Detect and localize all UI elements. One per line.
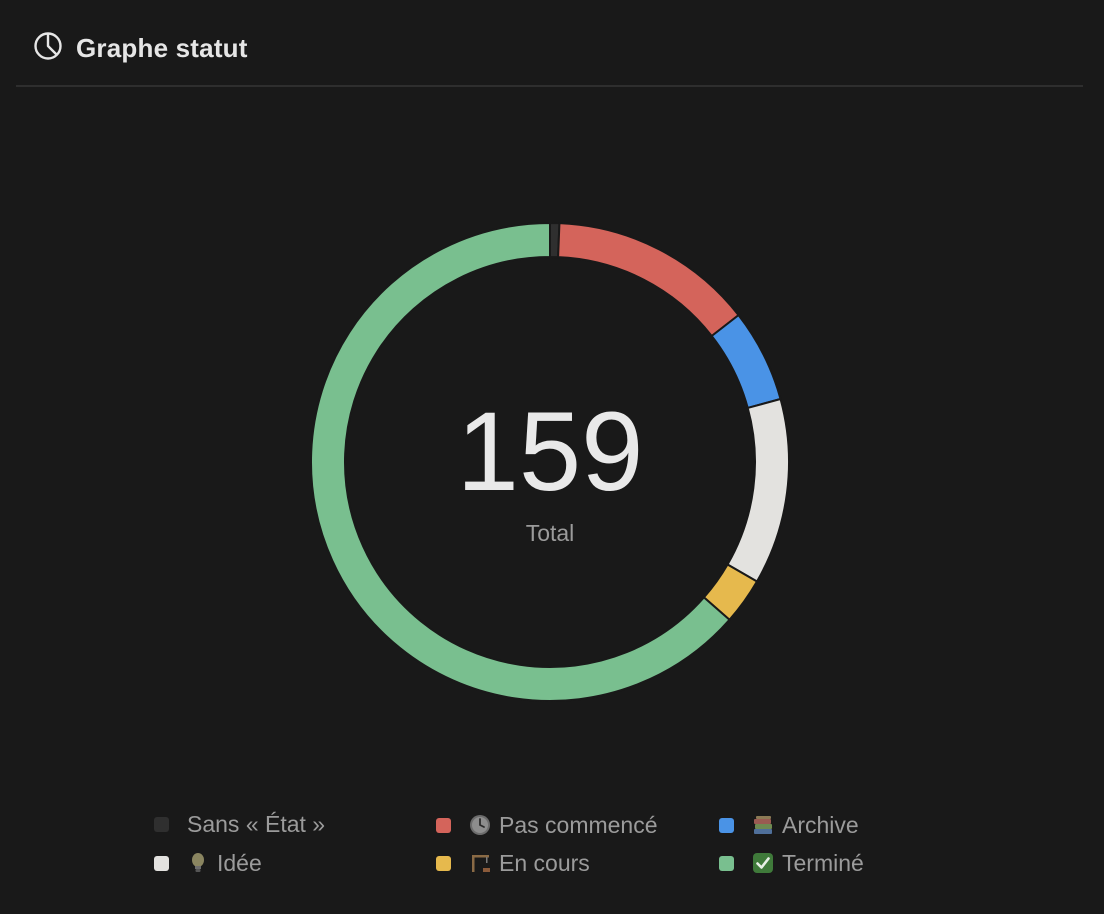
legend-item-pas-commence[interactable]: Pas commencé [436,810,658,840]
donut-slices [310,221,790,702]
donut-slice-3[interactable] [726,397,790,583]
legend-swatch [719,817,734,833]
total-value: 159 [457,389,644,514]
legend-swatch [719,855,734,871]
legend-label: Terminé [782,849,864,876]
legend-item-archive[interactable]: Archive [719,810,859,840]
legend-item-idee[interactable]: Idée [154,848,262,878]
chart-header: Graphe statut [16,0,1083,87]
donut-slice-1[interactable] [557,222,740,338]
legend-label: Sans « État » [187,810,326,837]
legend-item-termine[interactable]: Terminé [719,848,864,878]
legend-swatch [436,817,451,833]
donut-slice-5[interactable] [310,221,731,702]
pie-chart-icon [34,32,62,60]
legend-item-en-cours[interactable]: En cours [436,848,590,878]
legend-label: En cours [499,849,590,876]
clock-icon [470,815,490,835]
legend-swatch [154,855,169,871]
legend-swatch [436,855,451,871]
check-icon [753,853,773,873]
total-label: Total [526,520,575,546]
legend-label: Archive [782,811,859,838]
legend-swatch [154,816,169,832]
legend-label: Idée [217,849,262,876]
lightbulb-icon [192,853,204,872]
legend-label: Pas commencé [499,811,658,838]
chart-title: Graphe statut [76,33,248,63]
legend-item-sans-etat[interactable]: Sans « État » [154,809,325,839]
donut-slice-2[interactable] [710,313,782,410]
books-icon [754,816,772,834]
construction-icon [472,855,490,872]
